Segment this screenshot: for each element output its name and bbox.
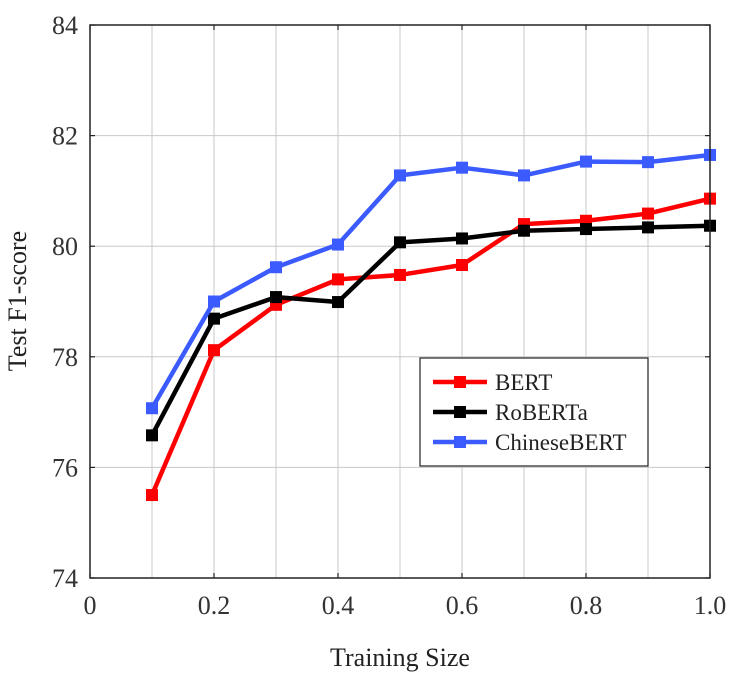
data-point-roberta xyxy=(394,236,406,249)
grid-lines xyxy=(90,25,710,578)
legend-item-roberta: RoBERTa xyxy=(433,400,588,425)
x-tick-label: 0.8 xyxy=(570,591,603,620)
data-point-roberta xyxy=(456,232,468,245)
x-axis-title: Training Size xyxy=(330,643,470,672)
series-line-roberta xyxy=(150,223,711,437)
legend-label: ChineseBERT xyxy=(495,430,627,455)
data-point-chinesebert xyxy=(456,161,468,174)
y-axis-title: Test F1-score xyxy=(3,231,32,371)
data-point-chinesebert xyxy=(580,155,592,168)
legend-swatch-marker xyxy=(454,376,466,388)
legend-label: BERT xyxy=(495,370,552,395)
legend-item-chinesebert: ChineseBERT xyxy=(433,430,627,455)
data-point-roberta xyxy=(580,223,592,236)
data-point-chinesebert xyxy=(394,169,406,182)
series-layer xyxy=(146,148,716,502)
legend-label: RoBERTa xyxy=(495,400,588,425)
data-point-bert xyxy=(394,268,406,281)
data-point-roberta xyxy=(332,296,344,309)
data-point-bert xyxy=(332,273,344,286)
y-tick-label: 76 xyxy=(52,453,78,482)
series-bert xyxy=(146,192,716,502)
tick-labels: 0 0.2 0.4 0.6 0.8 1.0 74 76 78 80 82 84 xyxy=(52,11,726,620)
series-line-bert xyxy=(149,196,711,496)
plot-frame xyxy=(89,24,711,579)
data-point-bert xyxy=(146,489,158,502)
series-line-chinesebert xyxy=(150,152,711,410)
data-point-bert xyxy=(642,207,654,220)
legend: BERT RoBERTa ChineseBERT xyxy=(419,357,649,467)
y-tick-label: 82 xyxy=(52,122,78,151)
x-tick-label: 0.4 xyxy=(322,591,355,620)
series-chinesebert xyxy=(146,148,716,415)
data-point-chinesebert xyxy=(208,295,220,308)
legend-swatch-marker xyxy=(454,436,466,448)
data-point-chinesebert xyxy=(270,261,282,274)
data-point-roberta xyxy=(518,224,530,237)
data-point-chinesebert xyxy=(332,238,344,251)
y-tick-label: 78 xyxy=(52,343,78,372)
data-point-chinesebert xyxy=(518,169,530,182)
data-point-roberta xyxy=(146,429,158,442)
data-point-roberta xyxy=(270,291,282,304)
data-point-chinesebert xyxy=(642,156,654,169)
data-point-bert xyxy=(208,344,220,357)
legend-item-bert: BERT xyxy=(433,370,552,395)
x-tick-label: 0.2 xyxy=(198,591,231,620)
x-tick-label: 1.0 xyxy=(694,591,727,620)
y-tick-label: 84 xyxy=(52,11,78,40)
legend-swatch-marker xyxy=(454,406,466,418)
data-point-roberta xyxy=(208,312,220,325)
data-point-chinesebert xyxy=(146,402,158,415)
y-tick-label: 80 xyxy=(52,232,78,261)
x-tick-label: 0.6 xyxy=(446,591,479,620)
x-tick-label: 0 xyxy=(84,591,97,620)
y-tick-label: 74 xyxy=(52,564,78,593)
data-point-bert xyxy=(456,259,468,272)
data-point-roberta xyxy=(642,221,654,234)
